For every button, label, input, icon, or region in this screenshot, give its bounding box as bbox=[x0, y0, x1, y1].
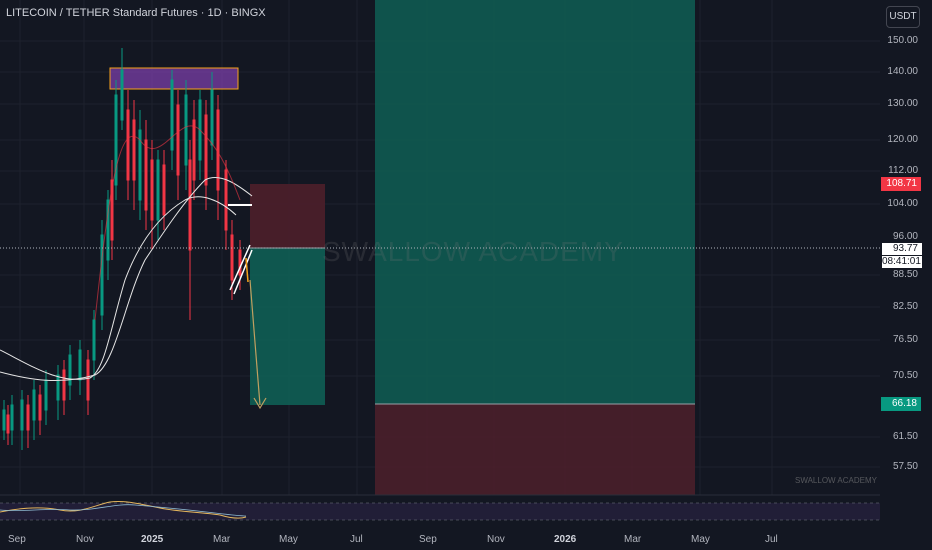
moving-average-slow bbox=[0, 196, 237, 380]
time-label: 2025 bbox=[141, 534, 164, 545]
price-tick: 61.50 bbox=[892, 431, 918, 442]
time-label: Jul bbox=[350, 534, 363, 545]
price-tick: 140.00 bbox=[887, 66, 918, 77]
price-tick: 70.50 bbox=[892, 370, 918, 381]
chart-canvas[interactable] bbox=[0, 0, 880, 530]
supply-zone-rectangle[interactable] bbox=[109, 67, 239, 90]
time-label: Jul bbox=[765, 534, 778, 545]
current-price-badge: 93.77 bbox=[881, 242, 923, 256]
bar-countdown-badge: 08:41:01 bbox=[881, 255, 923, 269]
time-label: May bbox=[691, 534, 710, 545]
price-tick: 104.00 bbox=[887, 198, 918, 209]
candlestick-series bbox=[2, 48, 242, 450]
time-label: Mar bbox=[624, 534, 642, 545]
short-position-profit-zone[interactable] bbox=[250, 248, 325, 405]
short-position-stop-zone[interactable] bbox=[250, 184, 325, 248]
moving-average-short bbox=[94, 125, 241, 321]
time-label: May bbox=[279, 534, 298, 545]
price-tick: 150.00 bbox=[887, 35, 918, 46]
time-label: 2026 bbox=[554, 534, 577, 545]
time-label: Sep bbox=[8, 534, 26, 545]
corner-watermark: SWALLOW ACADEMY bbox=[795, 476, 877, 485]
arrow-head-icon bbox=[253, 397, 267, 410]
rsi-signal-line bbox=[0, 504, 247, 517]
moving-average-fast bbox=[0, 177, 253, 382]
price-tick: 88.50 bbox=[892, 269, 918, 280]
time-label: Sep bbox=[419, 534, 437, 545]
chart-title[interactable]: LITECOIN / TETHER Standard Futures · 1D … bbox=[6, 7, 266, 19]
time-label: Nov bbox=[76, 534, 94, 545]
price-tick: 96.00 bbox=[892, 231, 918, 242]
target-price-badge: 66.18 bbox=[881, 397, 921, 411]
price-tick: 112.00 bbox=[888, 165, 918, 176]
currency-button[interactable]: USDT bbox=[886, 6, 920, 28]
time-label: Nov bbox=[487, 534, 505, 545]
time-label: Mar bbox=[213, 534, 231, 545]
projection-arrow[interactable] bbox=[249, 279, 261, 406]
flag-pattern[interactable] bbox=[229, 244, 253, 295]
price-path-start bbox=[245, 257, 249, 283]
price-tick: 130.00 bbox=[887, 98, 918, 109]
long-position-profit-zone[interactable] bbox=[375, 0, 695, 404]
price-tick: 82.50 bbox=[892, 301, 918, 312]
center-watermark: SWALLOW ACADEMY bbox=[322, 236, 624, 267]
long-position-stop-zone[interactable] bbox=[375, 404, 695, 495]
rsi-band bbox=[0, 503, 880, 520]
stop-price-badge: 108.71 bbox=[881, 177, 921, 191]
price-tick: 57.50 bbox=[892, 461, 918, 472]
price-tick: 120.00 bbox=[887, 134, 918, 145]
price-tick: 76.50 bbox=[892, 334, 918, 345]
time-axis[interactable]: Sep Nov 2025 Mar May Jul Sep Nov 2026 Ma… bbox=[0, 530, 880, 550]
